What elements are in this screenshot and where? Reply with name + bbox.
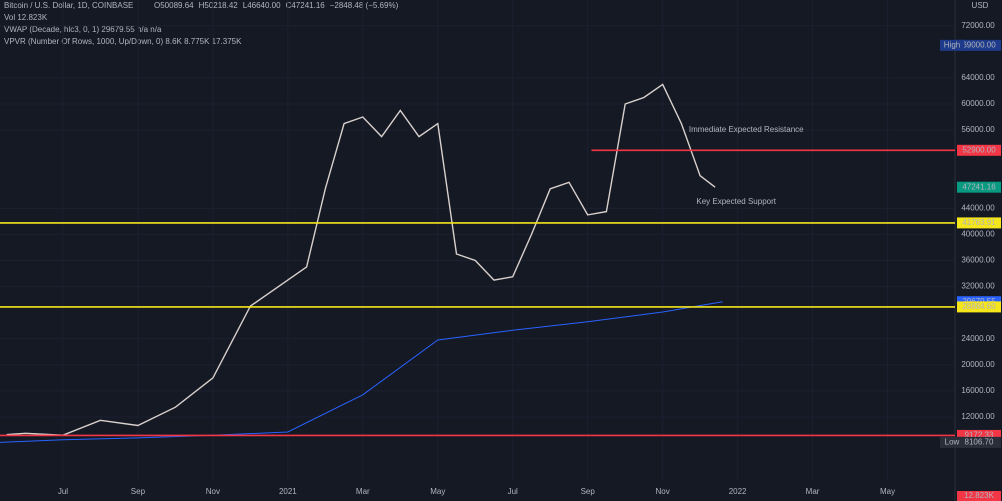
price-tag-label: 8106.70 <box>965 437 994 446</box>
x-tick-label: 2022 <box>729 487 747 496</box>
ohlc-value: L46640.00 <box>243 1 281 10</box>
price-tag-label: 9172.33 <box>965 431 994 440</box>
price-tag-label: 29679.55 <box>962 297 996 306</box>
x-tick-label: Nov <box>656 487 670 496</box>
y-tick-label: 36000.00 <box>961 256 995 265</box>
ohlc-value: H50218.42 <box>199 1 239 10</box>
price-tag <box>957 217 1001 229</box>
price-tag <box>957 181 1001 193</box>
annotation: Immediate Expected Resistance <box>689 125 804 134</box>
x-tick-label: Sep <box>581 487 596 496</box>
x-tick-label: 2021 <box>279 487 297 496</box>
y-tick-label: 60000.00 <box>961 99 995 108</box>
chart-title: Bitcoin / U.S. Dollar, 1D, COINBASE <box>4 1 133 10</box>
x-tick-label: Nov <box>206 487 220 496</box>
x-tick-label: Jul <box>58 487 68 496</box>
price-tag <box>957 39 1001 51</box>
ohlc-value: O50089.64 <box>154 1 194 10</box>
y-tick-label: 72000.00 <box>961 21 995 30</box>
price-line <box>0 301 723 443</box>
tag-box <box>940 39 964 51</box>
x-tick-label: May <box>430 487 445 496</box>
y-tick-label: 20000.00 <box>961 360 995 369</box>
price-tag <box>957 436 1001 448</box>
price-tag <box>957 429 1001 441</box>
price-tag-label: 28884.60 <box>962 302 996 311</box>
y-tick-label: 40000.00 <box>961 230 995 239</box>
tag-box <box>940 436 964 448</box>
tag-label: Low <box>945 437 960 446</box>
volume-tag-label: 12.823K <box>964 491 994 500</box>
currency: USD <box>972 1 989 10</box>
price-tag <box>957 144 1001 156</box>
indicator-label: VWAP (Decade, hlc3, 0, 1) 29679.55 n/a n… <box>4 25 162 34</box>
x-tick-label: Jul <box>508 487 518 496</box>
price-tag-label: 52900.00 <box>962 145 996 154</box>
y-tick-label: 24000.00 <box>961 334 995 343</box>
indicator-label: Vol 12.823K <box>4 13 48 22</box>
ohlc-value: C47241.16 <box>286 1 326 10</box>
x-tick-label: Mar <box>356 487 370 496</box>
y-tick-label: 12000.00 <box>961 412 995 421</box>
y-tick-label: 44000.00 <box>961 203 995 212</box>
price-tag-label: 69000.00 <box>962 40 996 49</box>
tag-label: High <box>944 40 960 49</box>
y-tick-label: 16000.00 <box>961 386 995 395</box>
x-tick-label: Sep <box>131 487 146 496</box>
ohlc-value: −2848.48 (−5.69%) <box>330 1 399 10</box>
price-tag <box>957 301 1001 313</box>
y-tick-label: 32000.00 <box>961 282 995 291</box>
x-tick-label: Mar <box>806 487 820 496</box>
y-tick-label: 64000.00 <box>961 73 995 82</box>
indicator-label: VPVR (Number Of Rows, 1000, Up/Down, 0) … <box>4 37 242 46</box>
price-tag-label: 41763.91 <box>962 218 996 227</box>
y-tick-label: 56000.00 <box>961 125 995 134</box>
price-tag-label: 47241.16 <box>962 182 996 191</box>
annotation: Key Expected Support <box>696 197 776 206</box>
price-line <box>6 83 716 436</box>
volume-tag <box>957 491 1001 501</box>
x-tick-label: May <box>880 487 895 496</box>
